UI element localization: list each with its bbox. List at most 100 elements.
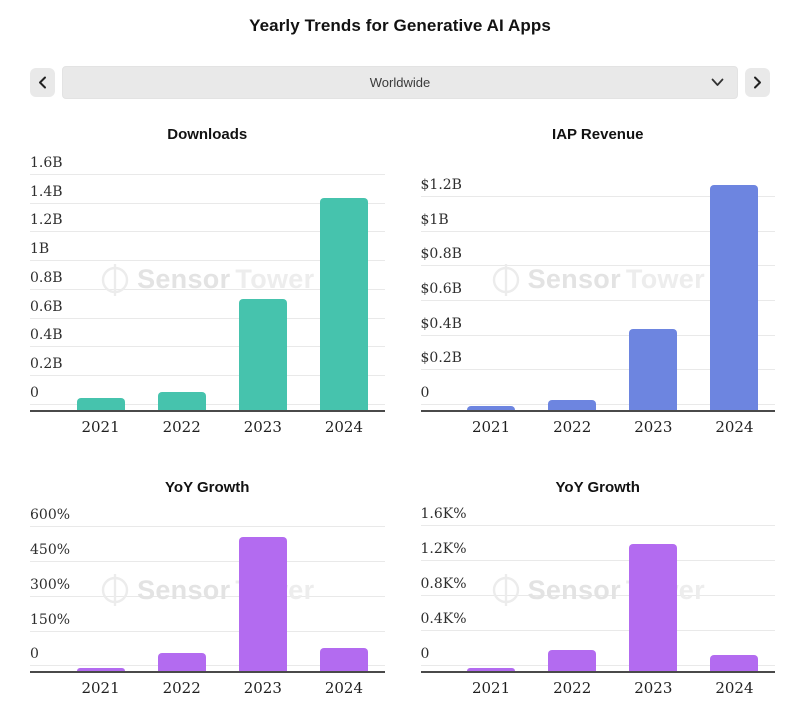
- bars-area: [451, 519, 776, 673]
- x-tick-label: 2024: [324, 417, 364, 436]
- gridline: [420, 403, 775, 405]
- x-axis-labels: 2021 2022 2023 2024: [60, 679, 385, 697]
- plot-area: 1.6B 1.4B 1.2B 1B 0.8B 0.6B 0.4B 0.2B 0 Sensor Tow…: [30, 156, 385, 412]
- bar-2022[interactable]: [548, 649, 597, 672]
- charts-grid: Downloads 1.6B 1.4B 1.2B 1B 0.8B 0.6B 0.4B 0.2B…: [30, 121, 775, 697]
- gridline: [30, 202, 385, 204]
- chart-title: YoY Growth: [165, 478, 250, 496]
- chevron-right-icon: [754, 76, 761, 89]
- chart-title: YoY Growth: [555, 478, 640, 496]
- y-tick-label: 0: [420, 384, 430, 401]
- y-tick-label: 1.2B: [30, 212, 63, 229]
- x-axis-line: [30, 409, 385, 412]
- gridline: [420, 665, 775, 667]
- x-axis-labels: 2021 2022 2023 2024: [60, 418, 385, 436]
- prev-region-button[interactable]: [30, 68, 55, 98]
- bar-2021[interactable]: [76, 397, 125, 410]
- bar-2022[interactable]: [548, 399, 597, 410]
- y-tick-label: $0.8B: [420, 246, 462, 263]
- x-tick-label: 2022: [553, 679, 592, 698]
- gridline: [30, 561, 385, 563]
- bars-area: [60, 167, 385, 412]
- bar-2023[interactable]: [238, 298, 287, 410]
- y-tick-label: 1.4B: [30, 183, 63, 200]
- page-title: Yearly Trends for Generative AI Apps: [249, 16, 551, 35]
- bar-2024[interactable]: [319, 197, 368, 410]
- y-tick-label: 0.6B: [30, 298, 63, 315]
- chart-yoy-growth-downloads: YoY Growth 600%450%300%150%0SensorTower …: [30, 450, 385, 697]
- x-tick-label: 2021: [81, 679, 120, 698]
- bar-2024[interactable]: [710, 184, 759, 410]
- y-tick-label: 0.4B: [30, 327, 63, 344]
- x-tick-label: 2023: [243, 679, 282, 698]
- gridline: [30, 630, 385, 632]
- x-tick-label: 2023: [634, 417, 673, 436]
- x-tick-label: 2022: [162, 679, 201, 698]
- y-tick-label: $1B: [420, 211, 449, 228]
- gridline: [420, 334, 775, 336]
- x-axis-labels: 2021 2022 2023 2024: [451, 679, 776, 697]
- gridline: [30, 665, 385, 667]
- gridline: [30, 595, 385, 597]
- next-region-button[interactable]: [745, 68, 770, 98]
- chart-downloads: Downloads 1.6B 1.4B 1.2B 1B 0.8B 0.6B 0.4B 0.2B…: [30, 121, 385, 436]
- x-tick-label: 2024: [715, 679, 754, 698]
- gridline: [30, 375, 385, 377]
- chart-title: Downloads: [167, 126, 248, 144]
- bar-2024[interactable]: [319, 648, 368, 672]
- y-tick-label: 450%: [30, 542, 71, 559]
- region-dropdown[interactable]: Worldwide: [62, 66, 738, 100]
- bars-area: [60, 519, 385, 673]
- bar-2021[interactable]: [76, 668, 125, 672]
- bar-2023[interactable]: [629, 543, 678, 672]
- y-tick-label: $1.2B: [420, 176, 462, 193]
- y-tick-label: 0.4K%: [420, 611, 467, 628]
- gridline: [30, 403, 385, 405]
- x-tick-label: 2023: [243, 417, 282, 436]
- x-tick-label: 2024: [715, 417, 754, 436]
- chart-yoy-growth-revenue: YoY Growth 1.6K%1.2K%0.8K%0.4K%0SensorTo…: [420, 450, 776, 697]
- x-tick-label: 2021: [471, 417, 511, 436]
- gridline: [30, 288, 385, 290]
- gridline: [30, 260, 385, 262]
- bar-2024[interactable]: [710, 655, 759, 672]
- bars-area: [451, 167, 776, 412]
- gridline: [420, 230, 775, 232]
- gridline: [420, 299, 775, 301]
- bar-2022[interactable]: [157, 391, 206, 410]
- y-tick-label: 0.8K%: [420, 576, 467, 593]
- y-tick-label: 600%: [30, 507, 71, 524]
- x-axis-line: [30, 671, 385, 674]
- x-tick-label: 2021: [81, 417, 120, 436]
- x-tick-label: 2021: [471, 679, 511, 698]
- gridline: [420, 630, 775, 632]
- x-tick-label: 2024: [324, 679, 364, 698]
- gridline: [420, 265, 775, 267]
- gridline: [420, 560, 775, 562]
- bar-2021[interactable]: [467, 668, 516, 672]
- region-selector-row: Worldwide: [30, 66, 770, 100]
- y-tick-label: 150%: [30, 611, 71, 628]
- y-tick-label: 300%: [30, 576, 71, 593]
- gridline: [420, 595, 775, 597]
- y-tick-label: 0: [420, 646, 430, 663]
- chevron-left-icon: [39, 76, 46, 89]
- gridline: [30, 173, 385, 175]
- y-tick-label: 0: [30, 384, 39, 401]
- y-tick-label: 0: [30, 646, 39, 663]
- y-tick-label: 1.2K%: [420, 541, 467, 558]
- x-tick-label: 2022: [162, 417, 201, 436]
- bar-2022[interactable]: [157, 653, 206, 672]
- y-tick-label: 1.6K%: [420, 506, 467, 523]
- gridline: [30, 526, 385, 528]
- plot-area: $1.2B $1B $0.8B $0.6B $0.4B $0.2B 0 Sensor Tower: [420, 167, 776, 412]
- bar-2021[interactable]: [467, 405, 516, 410]
- y-tick-label: $0.6B: [420, 280, 462, 297]
- x-tick-label: 2022: [553, 417, 592, 436]
- bar-2023[interactable]: [629, 328, 678, 410]
- region-dropdown-value: Worldwide: [369, 75, 431, 91]
- bar-2023[interactable]: [238, 536, 287, 672]
- y-tick-label: $0.4B: [420, 315, 462, 332]
- gridline: [420, 369, 775, 371]
